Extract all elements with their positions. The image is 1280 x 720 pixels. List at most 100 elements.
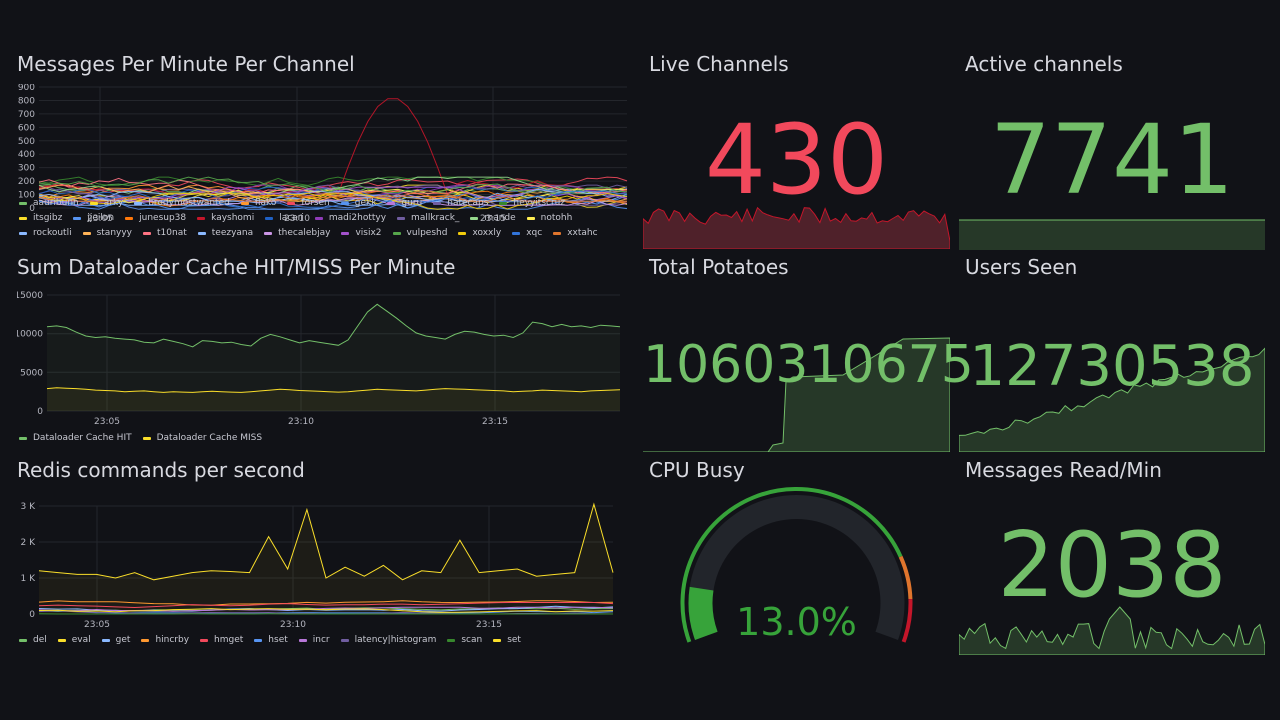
active-channels-value: 7741	[989, 104, 1235, 216]
panel-title[interactable]: CPU Busy	[649, 458, 745, 482]
legend-item[interactable]: madi2hottyy	[314, 213, 386, 223]
legend-swatch	[143, 231, 152, 235]
y-tick-label: 5000	[20, 368, 43, 378]
legend-item[interactable]: jjeilon	[73, 213, 114, 223]
y-tick-label: 0	[29, 610, 35, 620]
legend-label: itsgibz	[33, 213, 63, 223]
legend-swatch	[447, 638, 456, 642]
legend-item[interactable]: get	[101, 635, 130, 645]
y-tick-label: 300	[18, 164, 35, 174]
users-seen-sparkline	[959, 347, 1265, 452]
legend-label: forsen	[301, 198, 330, 208]
cpu-gauge	[680, 487, 913, 643]
x-tick-label: 23:05	[94, 417, 120, 427]
legend-item[interactable]: notohh	[526, 213, 572, 223]
panel-total-potatoes: Total Potatoes 1060310675	[643, 255, 974, 452]
legend-item[interactable]: visix2	[341, 228, 382, 238]
legend-label: scan	[461, 635, 483, 645]
panel-live-channels: Live Channels 430	[643, 52, 950, 249]
legend-swatch	[526, 216, 535, 220]
panel-title[interactable]: Total Potatoes	[649, 255, 789, 279]
legend-item[interactable]: arky	[89, 198, 123, 208]
legend-item[interactable]: hset	[254, 635, 288, 645]
legend-swatch	[264, 231, 273, 235]
legend-swatch	[141, 638, 150, 642]
legend-item[interactable]: xxtahc	[553, 228, 598, 238]
legend-item[interactable]: Dataloader Cache HIT	[19, 433, 132, 443]
legend-label: set	[507, 635, 521, 645]
y-tick-label: 10000	[17, 330, 43, 340]
legend-item[interactable]: flako	[240, 198, 276, 208]
legend-label: junesup38	[139, 213, 187, 223]
legend-item[interactable]: thecalebjay	[264, 228, 330, 238]
legend-item[interactable]: del	[19, 635, 47, 645]
legend-item[interactable]: rockoutli	[19, 228, 72, 238]
legend-swatch	[101, 638, 110, 642]
legend-swatch	[197, 216, 206, 220]
legend-label: hmget	[214, 635, 244, 645]
legend-item[interactable]: lacari	[265, 213, 304, 223]
legend-item[interactable]: Dataloader Cache MISS	[142, 433, 262, 443]
series-line	[46, 303, 621, 348]
panel-title[interactable]: Messages Read/Min	[965, 458, 1162, 482]
legend-item[interactable]: scan	[447, 635, 482, 645]
legend-item[interactable]: latency|histogram	[340, 635, 436, 645]
legend-item[interactable]: t10nat	[143, 228, 187, 238]
legend-label: mallkrack_	[411, 213, 460, 223]
legend-swatch	[392, 231, 401, 235]
x-tick-label: 23:10	[280, 620, 306, 630]
legend-label: hincrby	[155, 635, 190, 645]
legend-item[interactable]: junesup38	[125, 213, 186, 223]
legend-swatch	[387, 201, 396, 205]
y-tick-label: 3 K	[21, 502, 37, 512]
panel-title[interactable]: Messages Per Minute Per Channel	[17, 52, 355, 76]
x-tick-label: 23:05	[87, 214, 113, 224]
legend-item[interactable]: heyyitscruz	[499, 198, 565, 208]
legend-swatch	[73, 216, 82, 220]
panel-title[interactable]: Sum Dataloader Cache HIT/MISS Per Minute	[17, 255, 456, 279]
legend-swatch	[19, 436, 27, 440]
live-channels-value: 430	[704, 104, 889, 216]
legend-item[interactable]: incr	[298, 635, 330, 645]
legend-item[interactable]: kayshomi	[197, 213, 254, 223]
y-tick-label: 400	[18, 150, 35, 160]
legend-item[interactable]: brodymostwanted	[134, 198, 230, 208]
legend-label: teezyana	[211, 228, 254, 238]
legend-item[interactable]: vulpeshd	[392, 228, 447, 238]
legend-item[interactable]: hatecaps	[433, 198, 488, 208]
panel-title[interactable]: Users Seen	[965, 255, 1078, 279]
legend-item[interactable]: itsgibz	[19, 213, 62, 223]
panel-title[interactable]: Active channels	[965, 52, 1123, 76]
messages-chart[interactable]: 900 800 700 600 500 400 300 200 100 0 23:05 23:10 2…	[17, 84, 632, 224]
legend-item[interactable]: mallkrack_	[397, 213, 459, 223]
legend-item[interactable]: eval	[57, 635, 91, 645]
legend-item[interactable]: hincrby	[141, 635, 189, 645]
legend-item[interactable]: set	[493, 635, 521, 645]
legend-item[interactable]: stanyyy	[82, 228, 133, 238]
legend-item[interactable]: mande	[470, 213, 516, 223]
dataloader-chart[interactable]: 15000 10000 5000 0 23:05 23:10 23:15	[17, 287, 632, 437]
legend-swatch	[240, 201, 249, 205]
legend-label: jjeilon	[87, 213, 115, 223]
legend-label: thecalebjay	[278, 228, 331, 238]
legend-item[interactable]: xoxxly	[458, 228, 501, 238]
panel-active-channels: Active channels 7741	[959, 52, 1265, 250]
legend-item[interactable]: guru	[387, 198, 422, 208]
legend-item[interactable]: forsen	[287, 198, 330, 208]
panel-title[interactable]: Live Channels	[649, 52, 789, 76]
legend-item[interactable]: teezyana	[197, 228, 254, 238]
legend-item[interactable]: xqc	[512, 228, 542, 238]
y-tick-label: 15000	[17, 291, 43, 301]
dataloader-legend: Dataloader Cache HIT Dataloader Cache MIS…	[19, 433, 619, 443]
messages-legend: aauribunn arky brodymostwanted flako forsen g…	[19, 198, 619, 238]
redis-chart[interactable]: 3 K 2 K 1 K 0 23:05 23:10 23:15	[17, 490, 632, 640]
legend-item[interactable]: gekk	[340, 198, 376, 208]
legend-label: stanyyy	[96, 228, 133, 238]
x-tick-label: 23:05	[84, 620, 110, 630]
legend-swatch	[433, 201, 442, 205]
legend-label: t10nat	[157, 228, 187, 238]
panel-title[interactable]: Redis commands per second	[17, 458, 305, 482]
legend-swatch	[19, 216, 27, 220]
legend-item[interactable]: aauribunn	[19, 198, 79, 208]
legend-item[interactable]: hmget	[200, 635, 243, 645]
